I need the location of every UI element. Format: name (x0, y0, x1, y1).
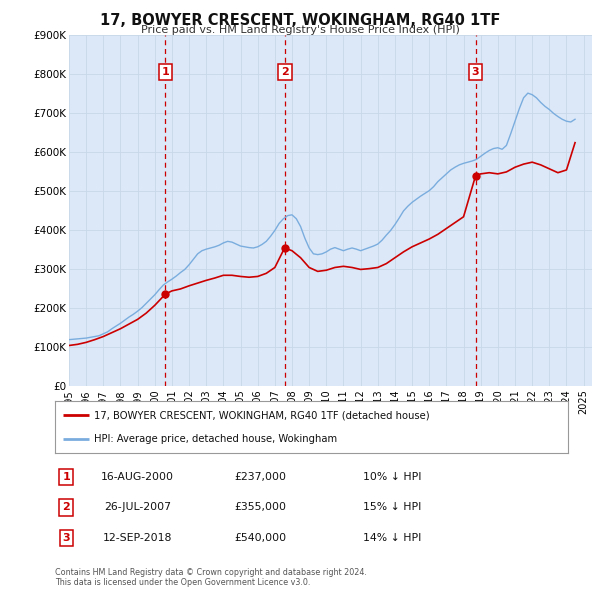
Text: 2: 2 (62, 503, 70, 512)
Text: 1: 1 (62, 472, 70, 481)
Text: 26-JUL-2007: 26-JUL-2007 (104, 503, 171, 512)
Text: 2: 2 (281, 67, 289, 77)
Text: £237,000: £237,000 (235, 472, 286, 481)
Text: 12-SEP-2018: 12-SEP-2018 (103, 533, 172, 543)
Text: Contains HM Land Registry data © Crown copyright and database right 2024.
This d: Contains HM Land Registry data © Crown c… (55, 568, 367, 587)
Text: £355,000: £355,000 (235, 503, 286, 512)
Text: 3: 3 (62, 533, 70, 543)
Text: 14% ↓ HPI: 14% ↓ HPI (363, 533, 421, 543)
Text: 15% ↓ HPI: 15% ↓ HPI (363, 503, 421, 512)
Text: 1: 1 (161, 67, 169, 77)
Text: 17, BOWYER CRESCENT, WOKINGHAM, RG40 1TF: 17, BOWYER CRESCENT, WOKINGHAM, RG40 1TF (100, 13, 500, 28)
Text: 16-AUG-2000: 16-AUG-2000 (101, 472, 174, 481)
Text: 10% ↓ HPI: 10% ↓ HPI (363, 472, 421, 481)
Text: £540,000: £540,000 (235, 533, 286, 543)
Text: 17, BOWYER CRESCENT, WOKINGHAM, RG40 1TF (detached house): 17, BOWYER CRESCENT, WOKINGHAM, RG40 1TF… (94, 410, 430, 420)
Text: 3: 3 (472, 67, 479, 77)
Text: HPI: Average price, detached house, Wokingham: HPI: Average price, detached house, Woki… (94, 434, 337, 444)
Text: Price paid vs. HM Land Registry's House Price Index (HPI): Price paid vs. HM Land Registry's House … (140, 25, 460, 35)
